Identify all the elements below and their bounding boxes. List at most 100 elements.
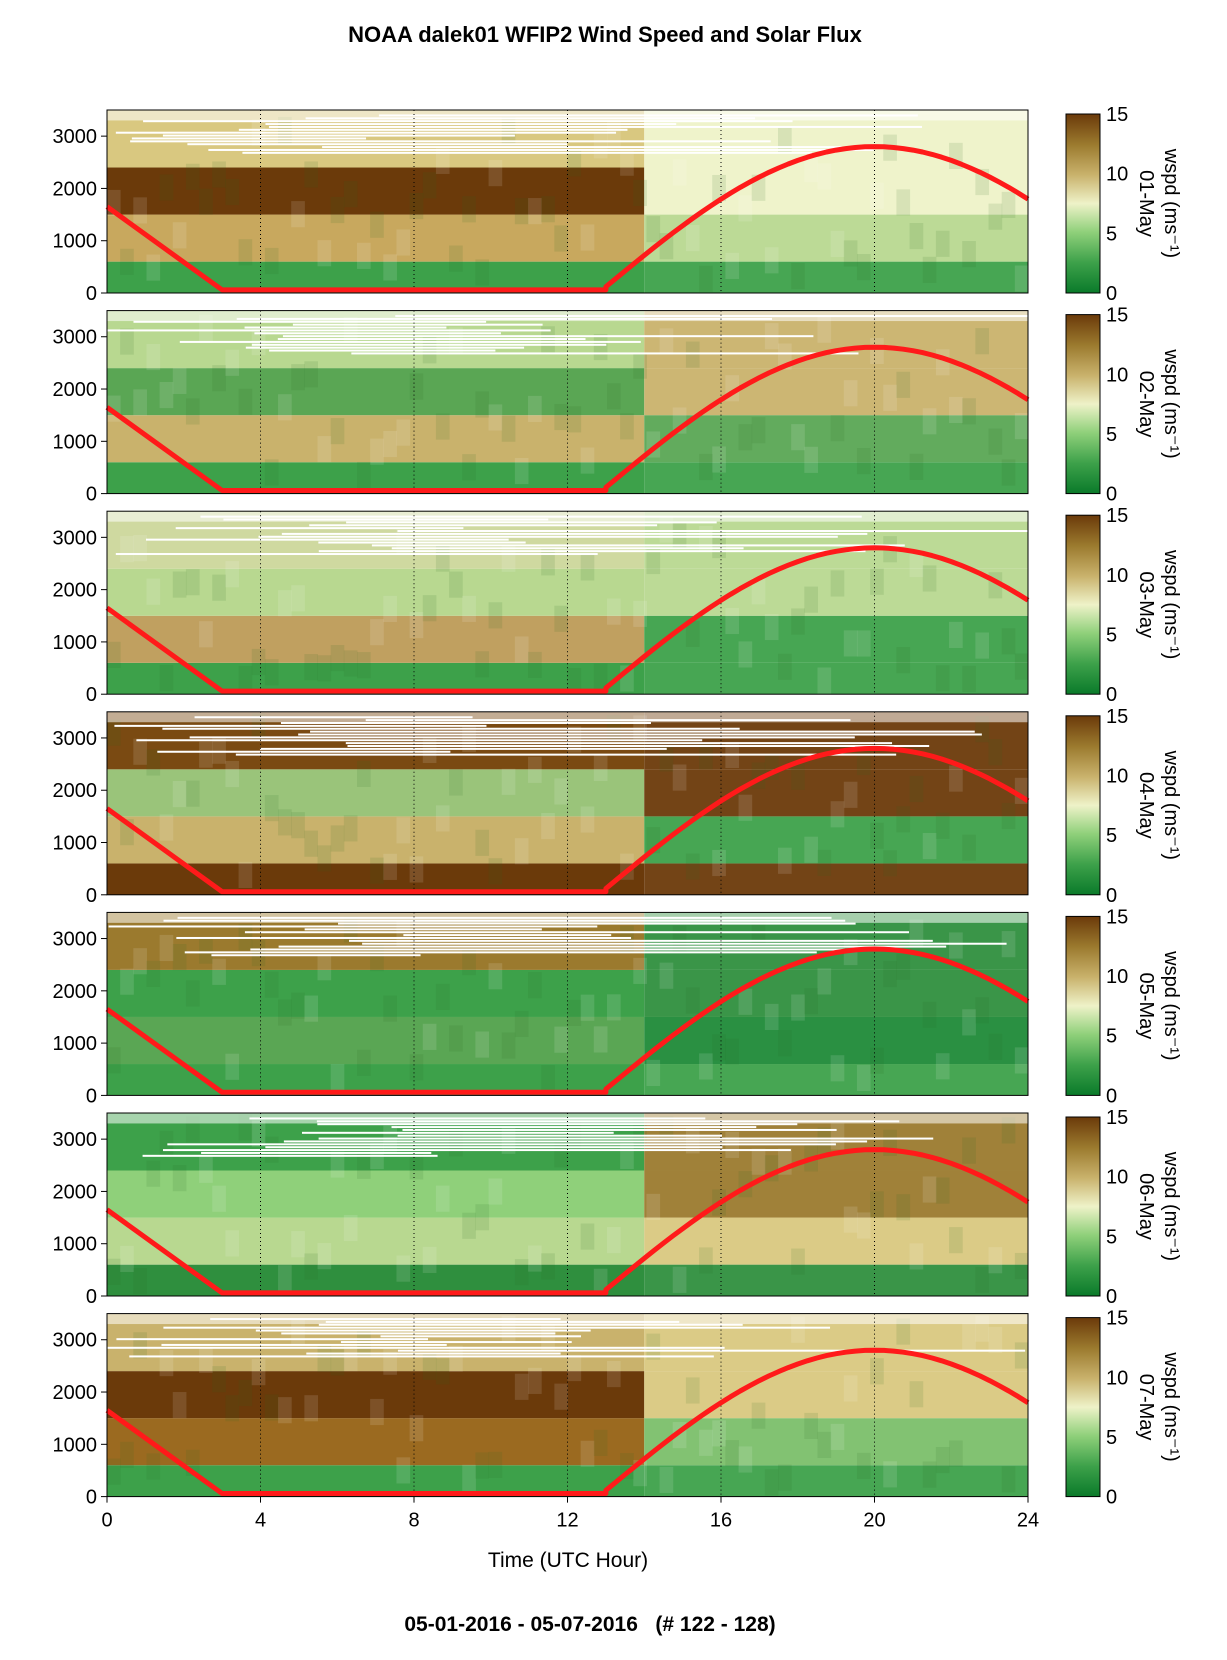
colorbar-tick-label: 15 (1106, 505, 1128, 527)
field-texture (501, 415, 516, 442)
field-texture (606, 383, 621, 410)
panel-05-May: 0 1000 2000 3000 0 5 10 15 wspd (ms⁻¹)05-May (53, 906, 1183, 1107)
missing-data-stripe (184, 951, 817, 954)
colorbar-tick-label: 0 (1106, 484, 1117, 506)
missing-data-stripe (309, 524, 658, 527)
colorbar-tick-label: 0 (1106, 1286, 1117, 1308)
field-texture (606, 994, 621, 1021)
missing-data-stripe (283, 1140, 868, 1143)
field-texture (528, 198, 542, 225)
colorbar (1065, 113, 1101, 294)
field-texture (317, 845, 332, 872)
field-texture (856, 1452, 871, 1480)
field-texture (843, 380, 858, 407)
field-texture (488, 404, 503, 431)
field-texture (962, 1137, 976, 1164)
missing-data-region (107, 1313, 1028, 1325)
field-band (107, 1170, 645, 1218)
field-texture (659, 745, 674, 772)
field-texture (593, 132, 608, 159)
field-texture (146, 578, 161, 605)
field-texture (685, 853, 700, 880)
colorbar-tick-label: 0 (1106, 1085, 1117, 1107)
field-texture (146, 960, 161, 987)
field-texture (238, 239, 253, 266)
field-texture (409, 612, 424, 639)
field-texture (541, 1325, 555, 1352)
field-texture (251, 1359, 266, 1386)
field-texture (883, 960, 897, 988)
field-texture (751, 1402, 766, 1429)
field-texture (870, 1047, 884, 1074)
colorbar-tick-label: 10 (1106, 164, 1128, 186)
field-texture (172, 222, 187, 249)
panel-06-May: 0 1000 2000 3000 0 5 10 15 wspd (ms⁻¹)06-May (53, 1107, 1183, 1308)
field-texture (856, 748, 871, 776)
field-texture (870, 337, 884, 365)
y-tick-label: 2000 (53, 379, 98, 401)
field-texture (264, 795, 279, 822)
field-texture (356, 652, 371, 679)
colorbar-tick-label: 10 (1106, 364, 1128, 386)
field-texture (133, 948, 147, 975)
field-texture (554, 403, 568, 431)
colorbar-tick-label: 15 (1106, 305, 1128, 327)
field-texture (409, 1054, 424, 1081)
field-texture (225, 760, 240, 788)
field-texture (133, 197, 147, 224)
field-texture (278, 590, 292, 617)
field-texture (462, 196, 476, 223)
field-texture (146, 1160, 161, 1187)
field-texture (935, 1053, 950, 1080)
panel-04-May: 0 1000 2000 3000 0 5 10 15 wspd (ms⁻¹)04-May (53, 706, 1183, 907)
missing-data-stripe (318, 1137, 934, 1140)
field-band (644, 1264, 1028, 1296)
field-texture (778, 126, 792, 153)
field-texture (935, 812, 950, 839)
y-tick-label: 0 (86, 684, 97, 706)
field-texture (435, 1358, 450, 1385)
field-texture (1001, 628, 1016, 655)
x-axis-label: Time (UTC Hour) (488, 1549, 648, 1572)
colorbar-label: wspd (ms⁻¹) (1160, 1151, 1182, 1261)
field-texture (593, 1429, 608, 1456)
field-texture (738, 195, 753, 222)
colorbar (1065, 1116, 1101, 1297)
field-band (107, 415, 645, 463)
field-texture (528, 756, 542, 783)
field-texture (172, 1392, 187, 1419)
plot-frame (106, 911, 1029, 1096)
field-texture (896, 189, 911, 216)
y-tick-label: 2000 (53, 1382, 98, 1404)
y-tick-label: 0 (86, 1085, 97, 1107)
y-tick-label: 3000 (53, 1129, 98, 1151)
field-texture (804, 446, 818, 473)
field-texture (133, 534, 147, 562)
missing-data-stripe (211, 954, 421, 957)
field-texture (593, 663, 608, 690)
missing-data-stripe (258, 535, 838, 538)
field-texture (475, 1452, 490, 1479)
field-texture (159, 665, 174, 692)
field-texture (343, 815, 358, 842)
y-tick-label: 0 (86, 283, 97, 305)
missing-data-stripe (245, 346, 525, 349)
field-texture (199, 1156, 213, 1183)
missing-data-stripe (380, 1335, 581, 1338)
field-texture (843, 630, 858, 657)
missing-data-stripe (349, 939, 933, 942)
colorbar (1065, 715, 1101, 896)
field-texture (685, 620, 700, 647)
field-texture (422, 1353, 437, 1380)
field-texture (159, 814, 174, 841)
field-texture (1014, 653, 1029, 680)
field-texture (870, 568, 884, 595)
panel-date-label: 03-May (1135, 571, 1157, 638)
field-texture (264, 971, 279, 998)
field-texture (317, 655, 332, 682)
colorbar-tick-label: 5 (1106, 825, 1117, 847)
field-texture (817, 849, 832, 876)
field-texture (633, 957, 647, 984)
field-texture (975, 997, 990, 1024)
field-band (107, 368, 645, 416)
